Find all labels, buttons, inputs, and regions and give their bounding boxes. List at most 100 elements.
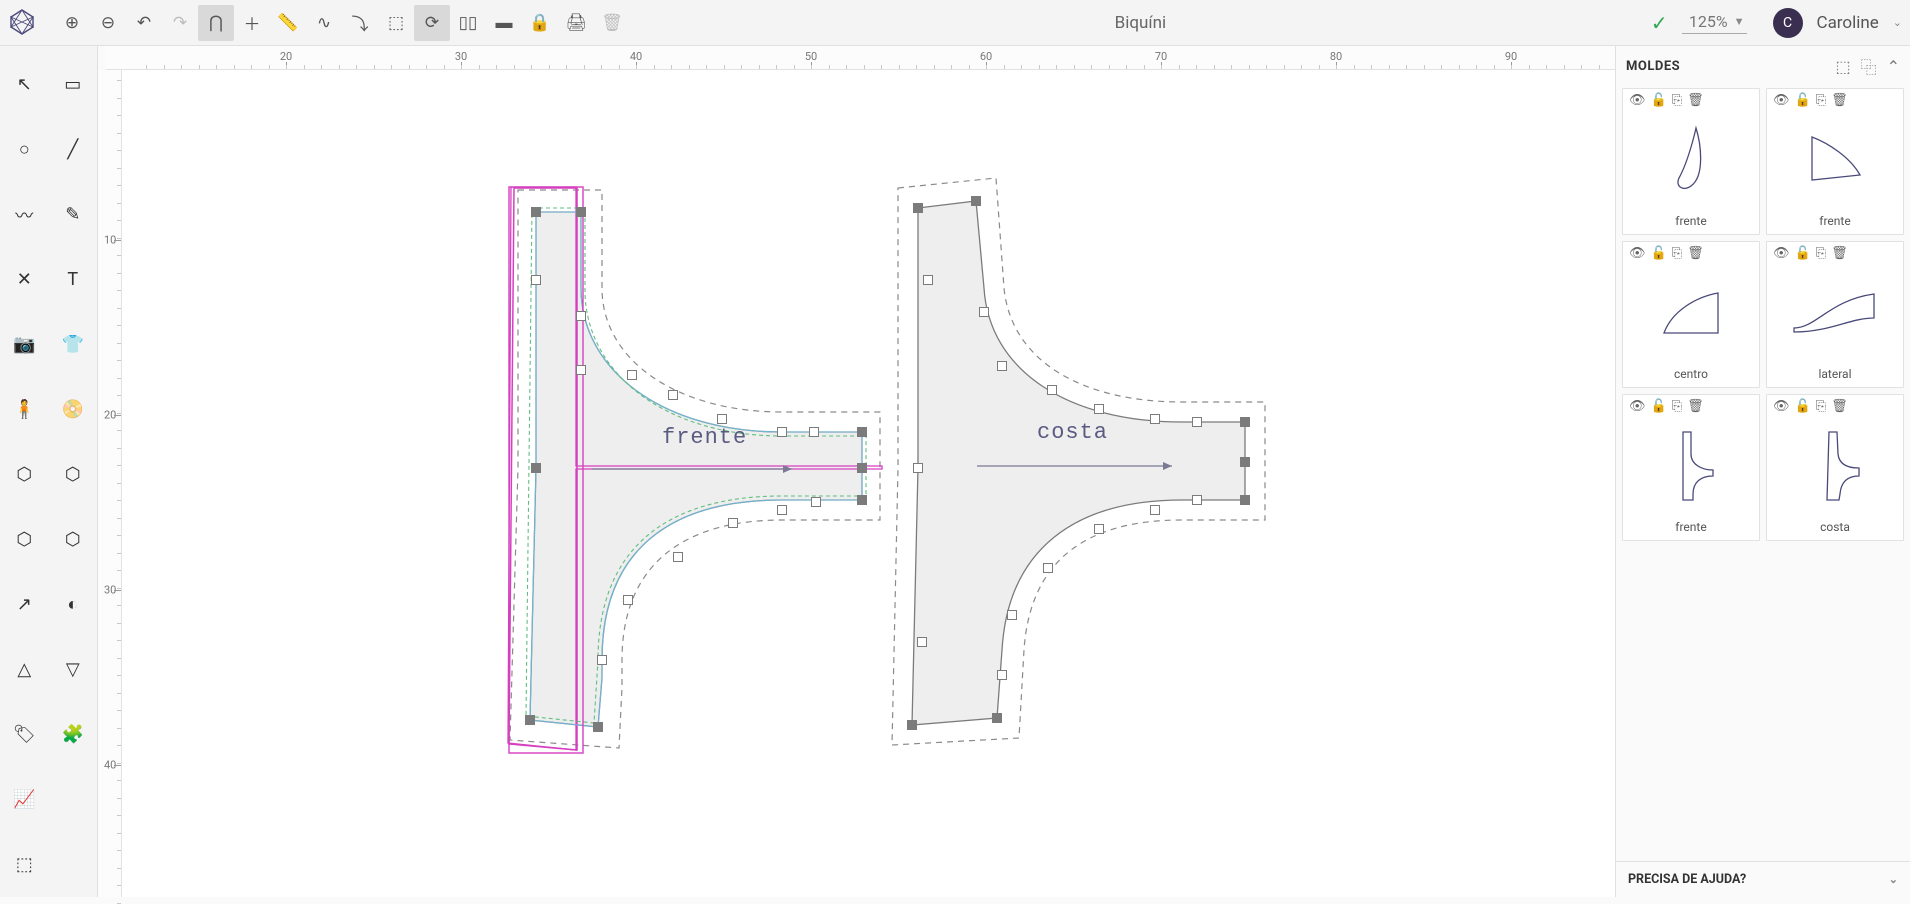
user-name[interactable]: Caroline xyxy=(1817,13,1879,33)
print-button[interactable]: 🖨 xyxy=(558,5,594,41)
card-thumb xyxy=(1627,263,1755,363)
tool-top-b[interactable]: ⬡ xyxy=(53,455,93,495)
tool-camera[interactable]: 📷 xyxy=(4,325,44,365)
project-title: Biquíni xyxy=(632,13,1649,33)
tool-pencil[interactable]: ✎ xyxy=(53,195,93,235)
zoom-select[interactable]: 125% ▼ xyxy=(1682,12,1747,34)
card-name: centro xyxy=(1627,363,1755,383)
tool-text[interactable]: T xyxy=(53,260,93,300)
magnet-button[interactable]: ⋂ xyxy=(198,5,234,41)
tool-body[interactable]: 🧍 xyxy=(4,390,44,430)
card-visibility-icon[interactable]: 👁 xyxy=(1773,93,1790,108)
tool-scan[interactable]: ⬚ xyxy=(4,845,44,885)
card-visibility-icon[interactable]: 👁 xyxy=(1629,246,1646,261)
curve-a-button[interactable]: ∿ xyxy=(306,5,342,41)
lock-button: 🔒 xyxy=(522,5,558,41)
card-lock-icon[interactable]: 🔓 xyxy=(1795,246,1811,261)
mold-card-0[interactable]: 👁 🔓 ⎘ 🗑 frente xyxy=(1622,88,1760,235)
tool-graph[interactable]: 📈 xyxy=(4,780,44,820)
tool-top-c[interactable]: ⬡ xyxy=(4,520,44,560)
card-lock-icon[interactable]: 🔓 xyxy=(1795,93,1811,108)
tool-tag[interactable]: 🏷 xyxy=(4,715,44,755)
tool-select[interactable]: ↖ xyxy=(4,65,44,105)
card-visibility-icon[interactable]: 👁 xyxy=(1629,93,1646,108)
card-trash-icon[interactable]: 🗑 xyxy=(1831,399,1848,414)
chevron-down-icon: ⌄ xyxy=(1889,873,1898,886)
mold-card-1[interactable]: 👁🔓⎘🗑frente xyxy=(1766,88,1904,235)
zoom-out-button[interactable]: ⊖ xyxy=(90,5,126,41)
card-visibility-icon[interactable]: 👁 xyxy=(1773,399,1790,414)
card-visibility-icon[interactable]: 👁 xyxy=(1629,399,1646,414)
tool-circle[interactable]: ○ xyxy=(4,130,44,170)
refresh-button[interactable]: ⟳ xyxy=(414,5,450,41)
shape-label-frente: frente xyxy=(662,425,747,450)
card-name: lateral xyxy=(1771,363,1899,383)
card-thumb xyxy=(1627,110,1755,210)
undo-button[interactable]: ↶ xyxy=(126,5,162,41)
curve-b-button[interactable]: ⤵ xyxy=(342,5,378,41)
card-name: frente xyxy=(1627,210,1755,230)
layers-button[interactable]: ▬ xyxy=(486,5,522,41)
redo-button: ↷ xyxy=(162,5,198,41)
tool-puzzle[interactable]: 🧩 xyxy=(53,715,93,755)
tool-rect[interactable]: ▭ xyxy=(53,65,93,105)
tool-skirt[interactable]: ▽ xyxy=(53,650,93,690)
panel-layers-icon[interactable]: ⿻ xyxy=(1861,54,1877,78)
app-logo[interactable] xyxy=(8,8,38,38)
user-menu-chevron-icon[interactable]: ⌄ xyxy=(1893,16,1902,29)
help-bar[interactable]: PRECISA DE AJUDA? ⌄ xyxy=(1616,861,1910,897)
measure-button[interactable]: 📏 xyxy=(270,5,306,41)
tool-blank xyxy=(53,780,93,820)
card-name: costa xyxy=(1771,516,1899,536)
zoom-in-button[interactable]: ⊕ xyxy=(54,5,90,41)
mold-card-5[interactable]: 👁 🔓 ⎘ 🗑 costa xyxy=(1766,394,1904,541)
mold-card-2[interactable]: 👁 🔓 ⎘ 🗑 centro xyxy=(1622,241,1760,388)
shape-label-costa: costa xyxy=(1037,420,1108,445)
tool-piece[interactable]: 👕 xyxy=(53,325,93,365)
tool-sleeve[interactable]: ◐ xyxy=(53,585,93,625)
tool-export[interactable]: ↗ xyxy=(4,585,44,625)
card-thumb xyxy=(1627,416,1755,516)
card-duplicate-icon[interactable]: ⎘ xyxy=(1816,399,1826,414)
card-duplicate-icon[interactable]: ⎘ xyxy=(1816,246,1826,261)
tool-tape[interactable]: 📀 xyxy=(53,390,93,430)
card-name: frente xyxy=(1627,516,1755,536)
panel-collapse-icon[interactable]: ⌃ xyxy=(1887,57,1900,76)
tool-top-d[interactable]: ⬡ xyxy=(53,520,93,560)
tool-bodice[interactable]: △ xyxy=(4,650,44,690)
saved-check-icon: ✓ xyxy=(1651,11,1668,35)
card-lock-icon[interactable]: 🔓 xyxy=(1795,399,1811,414)
delete-button: 🗑 xyxy=(594,5,630,41)
user-avatar[interactable]: C xyxy=(1773,8,1803,38)
card-thumb xyxy=(1771,416,1899,516)
tool-top-a[interactable]: ⬡ xyxy=(4,455,44,495)
card-duplicate-icon[interactable]: ⎘ xyxy=(1672,246,1682,261)
card-lock-icon[interactable]: 🔓 xyxy=(1651,246,1667,261)
tool-line[interactable]: ╱ xyxy=(53,130,93,170)
card-lock-icon[interactable]: 🔓 xyxy=(1651,399,1667,414)
card-duplicate-icon[interactable]: ⎘ xyxy=(1672,399,1682,414)
bounding-button[interactable]: ⬚ xyxy=(378,5,414,41)
chevron-down-icon: ▼ xyxy=(1734,15,1745,28)
card-thumb xyxy=(1771,110,1899,210)
card-trash-icon[interactable]: 🗑 xyxy=(1831,93,1848,108)
card-trash-icon[interactable]: 🗑 xyxy=(1687,93,1704,108)
mold-card-4[interactable]: 👁 🔓 ⎘ 🗑 frente xyxy=(1622,394,1760,541)
card-visibility-icon[interactable]: 👁 xyxy=(1773,246,1790,261)
mold-card-3[interactable]: 👁 🔓 ⎘ 🗑 lateral xyxy=(1766,241,1904,388)
card-trash-icon[interactable]: 🗑 xyxy=(1687,399,1704,414)
ruler-vertical: 10203040 xyxy=(98,70,122,897)
add-button[interactable]: ＋ xyxy=(234,5,270,41)
canvas[interactable]: frente costa xyxy=(122,70,1615,897)
card-lock-icon[interactable]: 🔓 xyxy=(1651,93,1667,108)
card-duplicate-icon[interactable]: ⎘ xyxy=(1816,93,1826,108)
panel-piece-icon[interactable]: ⬚ xyxy=(1835,57,1850,76)
card-trash-icon[interactable]: 🗑 xyxy=(1831,246,1848,261)
card-duplicate-icon[interactable]: ⎘ xyxy=(1672,93,1682,108)
panel-title: MOLDES xyxy=(1626,59,1825,74)
tool-curve[interactable]: 〰 xyxy=(4,195,44,235)
card-trash-icon[interactable]: 🗑 xyxy=(1687,246,1704,261)
card-thumb xyxy=(1771,263,1899,363)
mirror-button[interactable]: ▯▯ xyxy=(450,5,486,41)
tool-cut[interactable]: ✕ xyxy=(4,260,44,300)
